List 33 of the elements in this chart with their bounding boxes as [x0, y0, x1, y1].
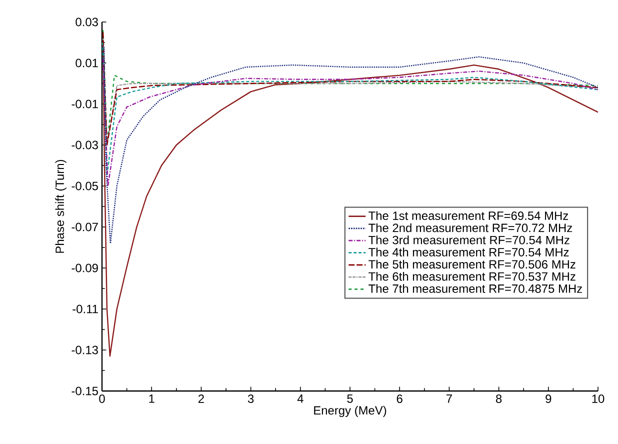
y-tick-label: -0.01 — [72, 100, 98, 108]
y-tick-label: 0.03 — [76, 18, 98, 26]
x-tick-label: 7 — [446, 394, 452, 403]
y-axis-title: Phase shift (Turn) — [55, 160, 66, 253]
y-tick-label: -0.11 — [72, 304, 98, 314]
y-tick-label: 0.01 — [76, 58, 98, 68]
x-axis-title: Energy (MeV) — [314, 406, 386, 417]
line-series — [103, 46, 598, 244]
y-tick-label: -0.13 — [72, 346, 98, 354]
x-tick-label: 4 — [297, 394, 304, 403]
y-tick-label: -0.15 — [72, 386, 98, 396]
x-tick-label: 0 — [99, 394, 105, 403]
y-tick-label: -0.03 — [72, 140, 98, 150]
y-tick-label: -0.09 — [72, 264, 98, 272]
x-tick-label: 3 — [248, 394, 254, 403]
x-tick-label: 5 — [347, 394, 353, 403]
x-tick-label: 2 — [198, 394, 204, 403]
x-tick-label: 6 — [396, 394, 402, 403]
line-series — [102, 42, 598, 176]
legend-label: The 7th measurement RF=70.4875 MHz — [368, 284, 582, 293]
y-tick-label: -0.05 — [72, 182, 98, 190]
legend-label: The 4th measurement RF=70.54 MHz — [368, 248, 569, 256]
x-tick-label: 8 — [496, 394, 502, 403]
x-tick-label: 9 — [546, 394, 552, 403]
legend-label: The 3rd measurement RF=70.54 MHz — [368, 236, 570, 244]
x-tick-label: 10 — [592, 394, 604, 403]
line-series — [102, 58, 598, 187]
legend-label: The 2nd measurement RF=70.72 MHz — [368, 223, 572, 232]
legend-label: The 6th measurement RF=70.537 MHz — [368, 272, 576, 281]
legend-label: The 5th measurement RF=70.506 MHz — [368, 260, 576, 269]
y-tick-label: -0.07 — [72, 222, 98, 232]
legend-label: The 1st measurement RF=69.54 MHz — [368, 211, 568, 220]
x-tick-label: 1 — [149, 394, 154, 403]
